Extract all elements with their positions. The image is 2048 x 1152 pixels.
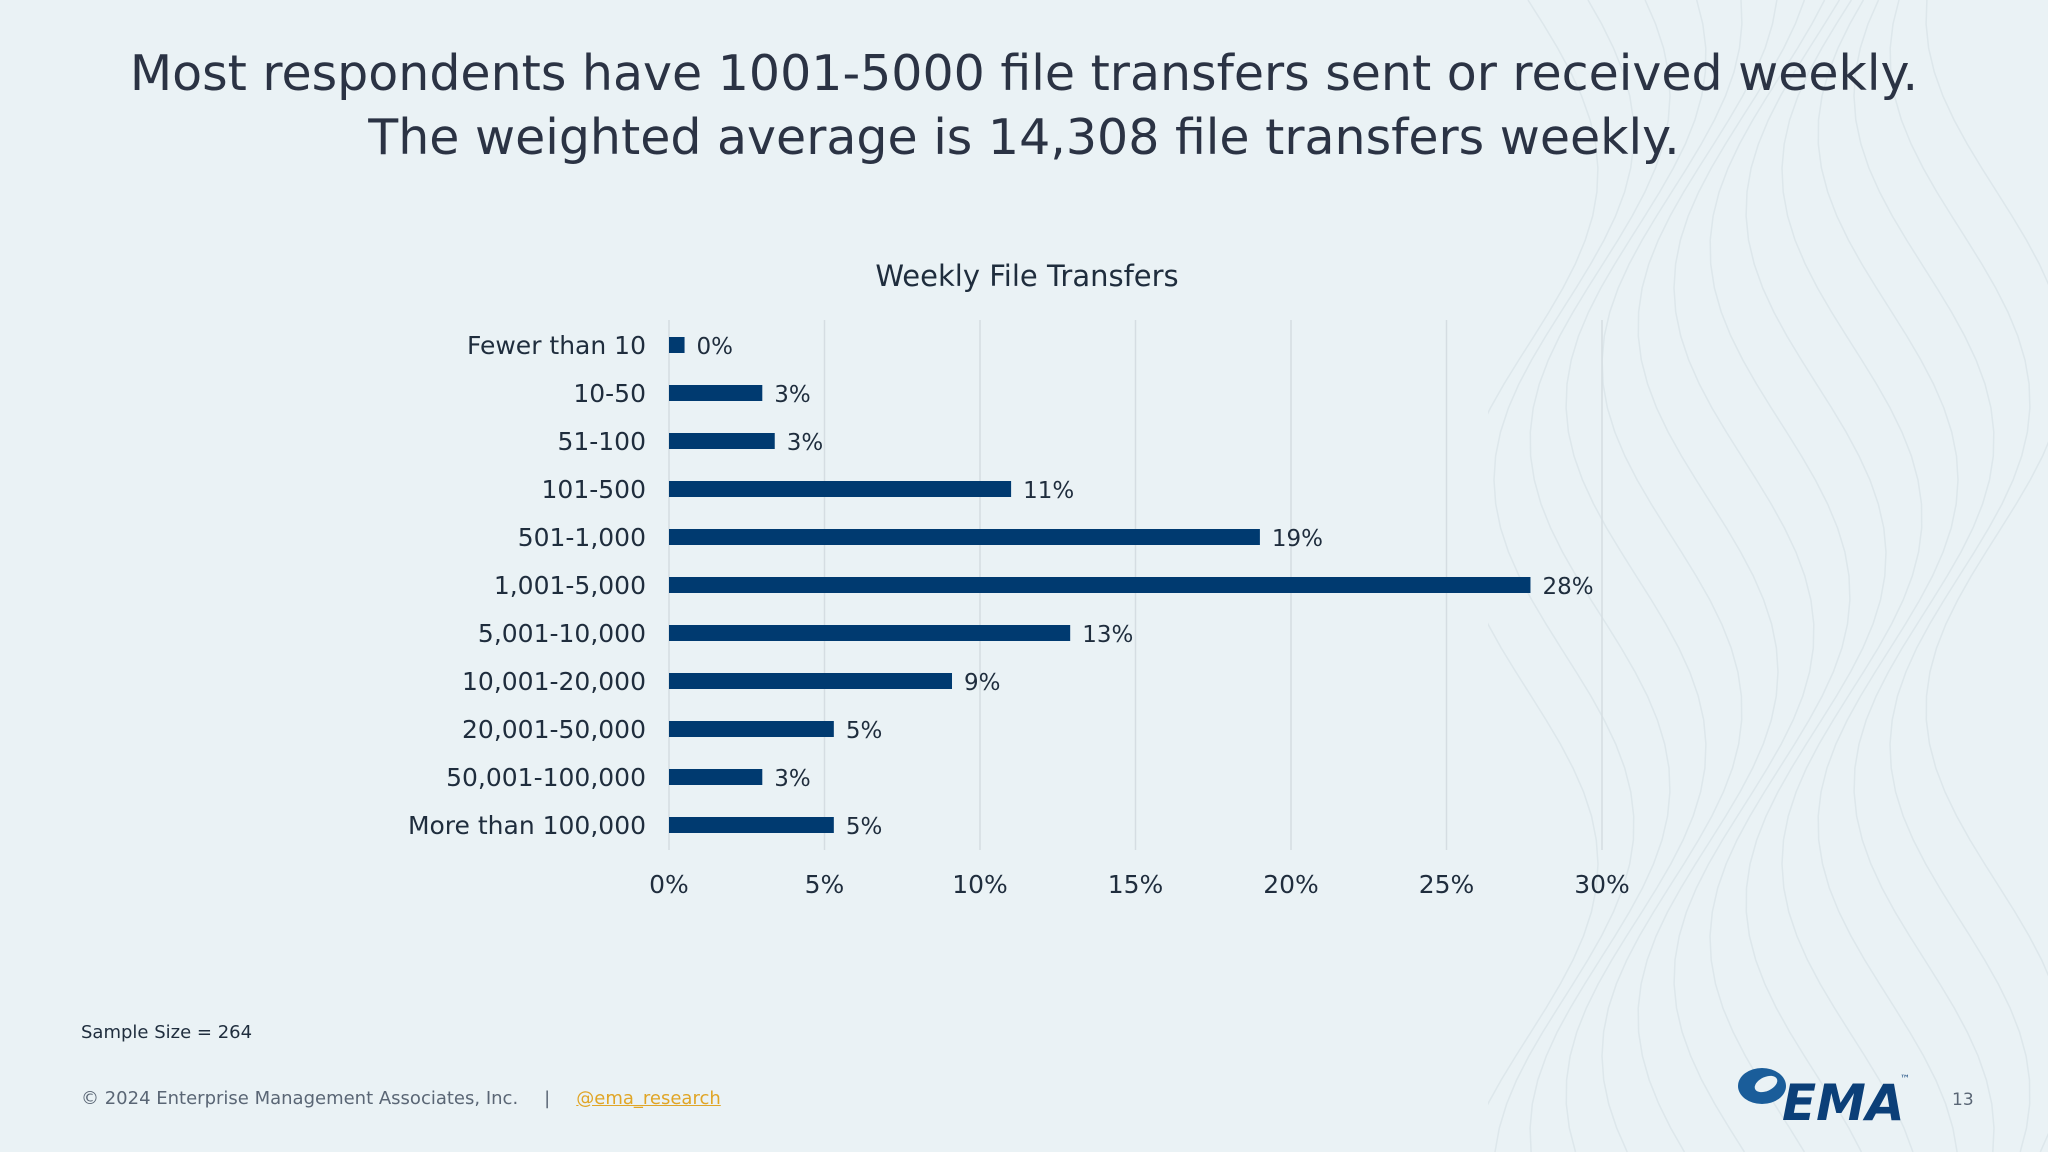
- wave-line: [1673, 0, 1815, 1152]
- wave-line: [1493, 0, 1635, 1152]
- sample-size-note: Sample Size = 264: [81, 1022, 253, 1043]
- headline-line-2: The weighted average is 14,308 file tran…: [368, 109, 1680, 166]
- x-tick-label: 0%: [649, 870, 689, 899]
- chart-title: Weekly File Transfers: [875, 259, 1178, 293]
- wave-line: [1925, 0, 2048, 1152]
- category-label: 5,001-10,000: [478, 619, 646, 648]
- logo-wordmark: EMA: [1782, 1074, 1905, 1126]
- category-label: 50,001-100,000: [446, 763, 646, 792]
- x-tick-label: 5%: [805, 870, 845, 899]
- wave-line: [1529, 0, 1671, 1152]
- wave-line: [1889, 0, 2031, 1152]
- slide-headline: Most respondents have 1001-5000 file tra…: [0, 42, 2048, 170]
- data-label: 5%: [846, 814, 883, 840]
- category-label: More than 100,000: [408, 811, 646, 840]
- bar: [669, 481, 1012, 497]
- wave-line: [1709, 0, 1851, 1152]
- footer-separator: |: [544, 1088, 551, 1109]
- logo-trademark: ™: [1900, 1074, 1910, 1085]
- chart-data-labels: 0% 3% 3% 11% 19% 28% 13% 9% 5% 3% 5%: [697, 334, 1594, 840]
- category-label: 20,001-50,000: [462, 715, 646, 744]
- data-label: 11%: [1023, 478, 1074, 504]
- category-label: 51-100: [557, 427, 646, 456]
- chart-bars: [669, 337, 1531, 833]
- x-tick-label: 30%: [1574, 870, 1630, 899]
- footer: © 2024 Enterprise Management Associates,…: [81, 1088, 721, 1109]
- data-label: 13%: [1082, 622, 1133, 648]
- data-label: 9%: [964, 670, 1001, 696]
- wave-line: [1637, 0, 1779, 1152]
- wave-line: [1853, 0, 1995, 1152]
- data-label: 19%: [1272, 526, 1323, 552]
- bar: [669, 433, 775, 449]
- bar: [669, 337, 685, 353]
- category-label: 501-1,000: [518, 523, 646, 552]
- category-label: 101-500: [542, 475, 646, 504]
- data-label: 3%: [774, 382, 811, 408]
- headline-line-1: Most respondents have 1001-5000 file tra…: [129, 45, 1919, 102]
- wave-line: [1817, 0, 1959, 1152]
- category-label: 10,001-20,000: [462, 667, 646, 696]
- x-tick-label: 20%: [1263, 870, 1319, 899]
- wave-line: [1565, 0, 1707, 1152]
- wave-line: [1601, 0, 1743, 1152]
- data-label: 5%: [846, 718, 883, 744]
- bar: [669, 625, 1071, 641]
- bar: [669, 769, 763, 785]
- social-handle-link[interactable]: @ema_research: [576, 1088, 721, 1109]
- chart-category-labels: Fewer than 10 10-50 51-100 101-500 501-1,000…: [408, 331, 646, 840]
- bar: [669, 529, 1260, 545]
- x-tick-label: 25%: [1419, 870, 1475, 899]
- copyright-text: © 2024 Enterprise Management Associates,…: [81, 1088, 519, 1109]
- data-label: 28%: [1542, 574, 1593, 600]
- data-label: 3%: [774, 766, 811, 792]
- bar: [669, 385, 763, 401]
- page-number: 13: [1952, 1090, 1974, 1110]
- chart-x-tick-labels: 0% 5% 10% 15% 20% 25% 30%: [649, 870, 1630, 899]
- wave-line: [1781, 0, 1923, 1152]
- bar: [669, 673, 953, 689]
- category-label: 1,001-5,000: [494, 571, 646, 600]
- x-tick-label: 10%: [952, 870, 1008, 899]
- bar: [669, 577, 1531, 593]
- wave-line: [1745, 0, 1887, 1152]
- bar: [669, 721, 834, 737]
- data-label: 3%: [787, 430, 824, 456]
- category-label: Fewer than 10: [467, 331, 646, 360]
- x-tick-label: 15%: [1108, 870, 1164, 899]
- bar: [669, 817, 834, 833]
- data-label: 0%: [697, 334, 734, 360]
- category-label: 10-50: [573, 379, 646, 408]
- background-wave-pattern: [1488, 0, 2048, 1152]
- ema-logo: EMA ™: [1738, 1068, 1910, 1126]
- wave-line: [1488, 0, 1599, 1106]
